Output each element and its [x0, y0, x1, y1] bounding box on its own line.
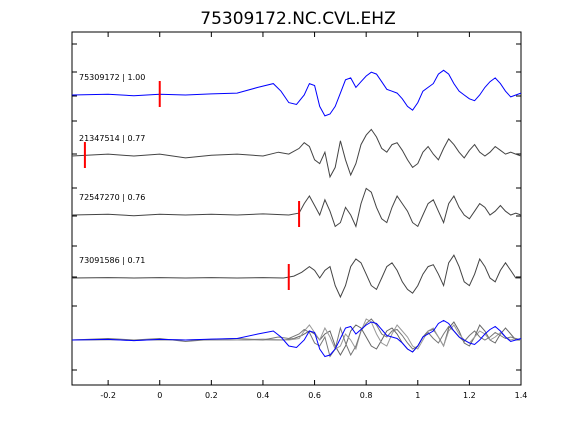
plot-frame [71, 31, 522, 386]
x-tick-label: 1.4 [515, 391, 528, 400]
x-axis: -0.2 0 0.2 0.4 0.6 0.8 1 1.2 1.4 [100, 32, 527, 400]
overlay-trace-line [71, 318, 522, 358]
trace-label: 73091586 | 0.71 [79, 256, 145, 265]
trace-label: 72547270 | 0.76 [79, 193, 145, 202]
chart-title: 75309172.NC.CVL.EHZ [200, 9, 395, 29]
x-tick-label: 0.8 [360, 391, 373, 400]
x-tick-label: 1 [415, 391, 420, 400]
trace-label: 21347514 | 0.77 [79, 134, 145, 143]
overlay-trace-line [71, 318, 522, 351]
x-tick-label: 0.6 [308, 391, 321, 400]
overlay-panel [71, 318, 522, 358]
trace-line [71, 187, 522, 228]
x-tick-label: 0.2 [205, 391, 218, 400]
x-tick-label: 0 [157, 391, 162, 400]
x-tick-label: -0.2 [100, 391, 116, 400]
trace-panels: 75309172 | 1.00 21347514 | 0.77 72547270 |… [71, 69, 522, 299]
trace-line [71, 254, 521, 299]
x-tick-label: 1.2 [463, 391, 476, 400]
trace-line [71, 128, 522, 179]
trace-line [71, 69, 522, 117]
x-tick-label: 0.4 [257, 391, 270, 400]
y-axis-ticks [72, 43, 521, 371]
trace-label: 75309172 | 1.00 [79, 73, 145, 82]
overlay-trace-line [71, 319, 522, 358]
